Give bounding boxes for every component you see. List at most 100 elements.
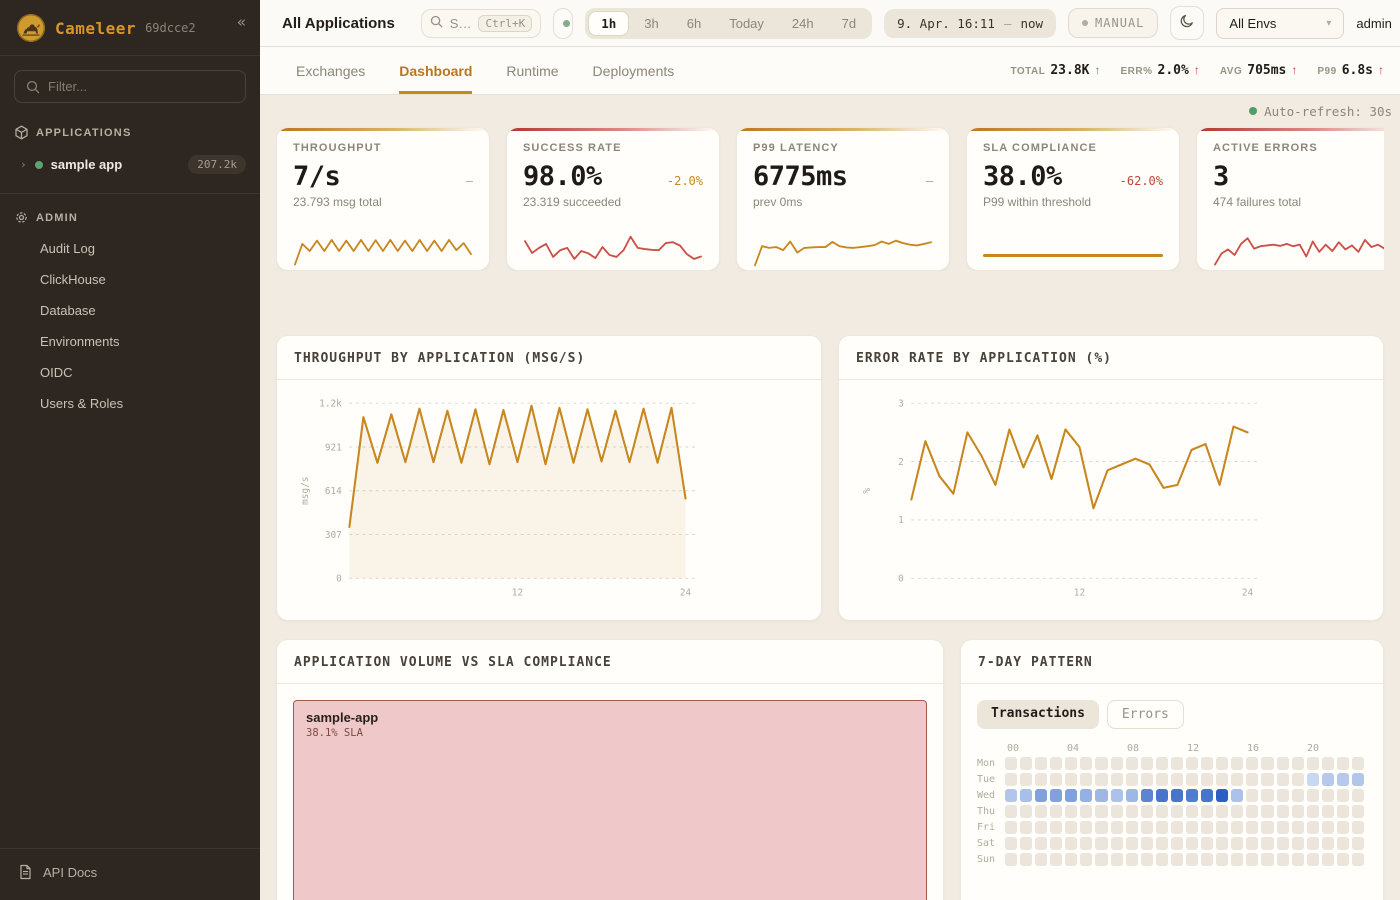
heatmap-cell[interactable]: [1170, 757, 1184, 770]
heatmap-cell[interactable]: [1276, 837, 1289, 850]
heatmap-cell[interactable]: [1306, 821, 1319, 834]
heatmap-cell[interactable]: [1004, 805, 1017, 818]
heatmap-cell[interactable]: [1321, 805, 1334, 818]
heatmap-cell[interactable]: [1352, 789, 1365, 802]
heatmap-cell[interactable]: [1246, 837, 1259, 850]
heatmap-cell[interactable]: [1321, 789, 1334, 802]
heatmap-cell[interactable]: [1231, 757, 1244, 770]
heatmap-cell[interactable]: [1140, 789, 1153, 802]
time-range-24h[interactable]: 24h: [791, 15, 814, 31]
heatmap-cell[interactable]: [1336, 821, 1350, 834]
heatmap-cell[interactable]: [1155, 805, 1168, 818]
heatmap-cell[interactable]: [1276, 853, 1289, 866]
heatmap-cell[interactable]: [1306, 773, 1319, 786]
heatmap-cell[interactable]: [1065, 789, 1078, 802]
heatmap-cell[interactable]: [1261, 805, 1274, 818]
time-range-7d[interactable]: 7d: [841, 15, 857, 31]
heatmap-cell[interactable]: [1110, 757, 1123, 770]
heatmap-cell[interactable]: [1336, 837, 1350, 850]
heatmap-cell[interactable]: [1050, 773, 1063, 786]
heatmap-cell[interactable]: [1170, 821, 1184, 834]
heatmap-cell[interactable]: [1276, 805, 1289, 818]
heatmap-cell[interactable]: [1065, 757, 1078, 770]
heatmap-cell[interactable]: [1201, 757, 1214, 770]
heatmap-cell[interactable]: [1186, 837, 1199, 850]
heatmap-cell[interactable]: [1125, 805, 1138, 818]
heatmap-cell[interactable]: [1035, 821, 1048, 834]
heatmap-cell[interactable]: [1035, 773, 1048, 786]
heatmap-cell[interactable]: [1231, 821, 1244, 834]
heatmap-cell[interactable]: [1216, 789, 1229, 802]
heatmap-cell[interactable]: [1216, 773, 1229, 786]
heatmap-cell[interactable]: [1019, 805, 1033, 818]
heatmap-cell[interactable]: [1095, 821, 1108, 834]
heatmap-cell[interactable]: [1216, 853, 1229, 866]
heatmap-cell[interactable]: [1095, 805, 1108, 818]
heatmap-cell[interactable]: [1231, 837, 1244, 850]
heatmap-cell[interactable]: [1080, 805, 1093, 818]
time-range-1h[interactable]: 1h: [588, 10, 630, 36]
heatmap-cell[interactable]: [1291, 853, 1304, 866]
heatmap-cell[interactable]: [1019, 757, 1033, 770]
heatmap-cell[interactable]: [1065, 773, 1078, 786]
heatmap-cell[interactable]: [1291, 805, 1304, 818]
heatmap-cell[interactable]: [1261, 837, 1274, 850]
heatmap-cell[interactable]: [1201, 773, 1214, 786]
heatmap-cell[interactable]: [1336, 757, 1350, 770]
heatmap-cell[interactable]: [1095, 837, 1108, 850]
heatmap-cell[interactable]: [1019, 773, 1033, 786]
heatmap-cell[interactable]: [1246, 805, 1259, 818]
heatmap-cell[interactable]: [1110, 805, 1123, 818]
heatmap-cell[interactable]: [1140, 853, 1153, 866]
search-input[interactable]: S… Ctrl+K: [420, 8, 542, 38]
tab-exchanges[interactable]: Exchanges: [296, 62, 366, 79]
heatmap-cell[interactable]: [1080, 773, 1093, 786]
heatmap-cell[interactable]: [1125, 757, 1138, 770]
toggle-transactions[interactable]: Transactions: [977, 700, 1099, 729]
sidebar-item-clickhouse[interactable]: ClickHouse: [40, 272, 106, 287]
heatmap-cell[interactable]: [1201, 853, 1214, 866]
heatmap-cell[interactable]: [1321, 853, 1334, 866]
heatmap-cell[interactable]: [1306, 805, 1319, 818]
heatmap-cell[interactable]: [1140, 805, 1153, 818]
time-range-today[interactable]: Today: [729, 15, 764, 31]
heatmap-cell[interactable]: [1004, 837, 1017, 850]
heatmap-cell[interactable]: [1095, 773, 1108, 786]
heatmap-cell[interactable]: [1216, 805, 1229, 818]
heatmap-cell[interactable]: [1080, 757, 1093, 770]
heatmap-cell[interactable]: [1019, 837, 1033, 850]
heatmap-cell[interactable]: [1080, 789, 1093, 802]
heatmap-cell[interactable]: [1170, 853, 1184, 866]
heatmap-cell[interactable]: [1276, 773, 1289, 786]
heatmap-cell[interactable]: [1246, 821, 1259, 834]
heatmap-cell[interactable]: [1065, 821, 1078, 834]
heatmap-cell[interactable]: [1155, 773, 1168, 786]
tab-deployments[interactable]: Deployments: [592, 62, 675, 79]
heatmap-cell[interactable]: [1050, 789, 1063, 802]
heatmap-cell[interactable]: [1186, 757, 1199, 770]
sidebar-filter-input[interactable]: Filter...: [14, 70, 246, 103]
dark-mode-toggle[interactable]: [1170, 6, 1205, 40]
time-range-6h[interactable]: 6h: [686, 15, 702, 31]
expand-chevron-icon[interactable]: ›: [20, 158, 27, 171]
heatmap-cell[interactable]: [1231, 853, 1244, 866]
heatmap-cell[interactable]: [1035, 757, 1048, 770]
heatmap-cell[interactable]: [1246, 853, 1259, 866]
heatmap-cell[interactable]: [1050, 805, 1063, 818]
heatmap-cell[interactable]: [1352, 853, 1365, 866]
heatmap-cell[interactable]: [1352, 821, 1365, 834]
heatmap-cell[interactable]: [1352, 805, 1365, 818]
heatmap-cell[interactable]: [1125, 837, 1138, 850]
heatmap-cell[interactable]: [1125, 821, 1138, 834]
heatmap-cell[interactable]: [1306, 757, 1319, 770]
heatmap-cell[interactable]: [1201, 805, 1214, 818]
heatmap-cell[interactable]: [1352, 773, 1365, 786]
online-status-pill[interactable]: O: [553, 7, 574, 39]
heatmap-cell[interactable]: [1080, 837, 1093, 850]
heatmap-cell[interactable]: [1336, 773, 1350, 786]
heatmap-cell[interactable]: [1276, 821, 1289, 834]
heatmap-cell[interactable]: [1336, 789, 1350, 802]
heatmap-cell[interactable]: [1050, 853, 1063, 866]
heatmap-cell[interactable]: [1246, 757, 1259, 770]
heatmap-cell[interactable]: [1050, 837, 1063, 850]
